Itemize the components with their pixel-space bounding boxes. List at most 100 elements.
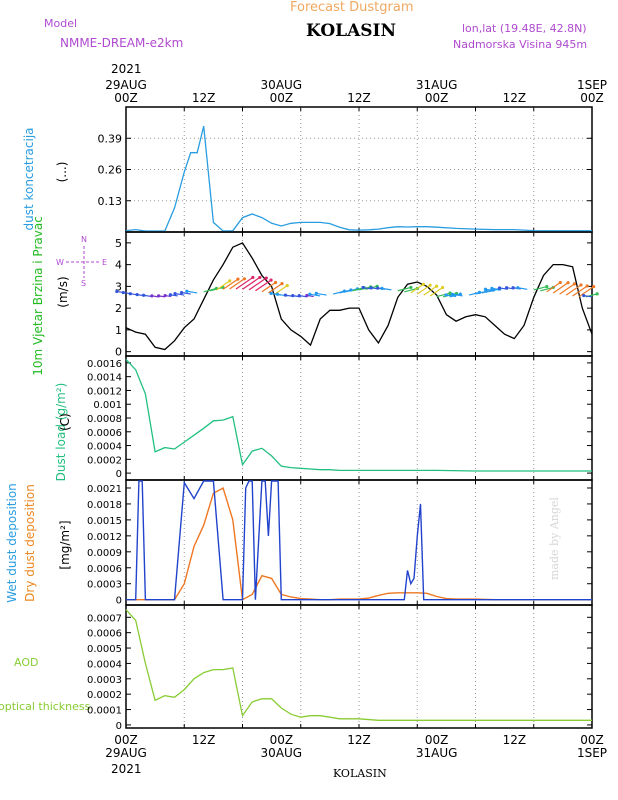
ytick-label-dep: 0.0009 [87, 548, 122, 559]
model-name: NMME-DREAM-e2km [60, 36, 184, 50]
wind-arrow-head [291, 293, 295, 298]
wind-arrow [540, 286, 554, 292]
wind-arrow-head [369, 286, 373, 290]
ytick-label-dep: 0.0021 [87, 484, 122, 495]
wind-arrow [209, 286, 224, 292]
wind-arrow-head [269, 291, 273, 296]
lonlat-label: lon,lat (19.48E, 42.8N) [462, 22, 587, 35]
ytick-label-wind: 2 [115, 302, 122, 315]
wind-arrow-head [421, 282, 426, 286]
ytick-label-load: 0.001 [93, 400, 122, 411]
ytick-label-dep: 0.0006 [87, 564, 122, 575]
wind-arrow-head [141, 293, 146, 297]
wind-arrow-head [150, 294, 154, 298]
series-line-conc [125, 126, 592, 232]
ytick-label-aod: 0.0001 [87, 706, 122, 717]
xaxis-bottom-label: 00Z [580, 733, 604, 747]
ytick-label-dep: 0 [116, 596, 122, 607]
ytick-label-load: 0.0014 [87, 373, 122, 384]
compass-w: W [56, 258, 64, 267]
ytick-label-aod: 0 [116, 721, 122, 732]
aod-label: AOD [14, 656, 39, 669]
wind-arrow-head [280, 282, 284, 286]
wind-arrow-head [173, 292, 177, 296]
wind-arrow-head [440, 285, 445, 290]
wind-arrow-head [497, 286, 502, 290]
xaxis-top-label: 30AUG [261, 78, 303, 92]
wind-arrow [186, 290, 198, 294]
wind-arrow [533, 285, 547, 291]
wind-arrow [423, 285, 437, 296]
wind-arrow-head [490, 286, 494, 290]
wind-arrow-head [258, 275, 262, 280]
wind-arrow [235, 276, 254, 290]
ytick-label-aod: 0.0004 [87, 659, 122, 670]
wind-arrow [248, 277, 267, 291]
xaxis-top-label: 00Z [114, 91, 138, 105]
xaxis-bottom-label: 00Z [270, 733, 294, 747]
ytick-label-load: 0 [116, 469, 122, 480]
ytick-label-wind: 0 [115, 346, 122, 359]
wind-arrow-head [297, 293, 301, 298]
wind-arrow-head [545, 284, 549, 289]
series-line-load [125, 358, 592, 472]
wind-arrow-head [269, 278, 273, 282]
xaxis-bottom-label: 00Z [114, 733, 138, 747]
ytick-label-dep: 0.0015 [87, 516, 122, 527]
wind-arrow [445, 294, 457, 298]
xaxis-top-label: 00Z [425, 91, 449, 105]
ytick-label-conc: 0.26 [98, 164, 123, 177]
year-top: 2021 [111, 62, 142, 76]
station-title: KOLASIN [306, 21, 397, 41]
xaxis-top-label: 00Z [580, 91, 604, 105]
xaxis-bottom-label: 29AUG [105, 746, 147, 760]
ytick-label-wind: 3 [115, 280, 122, 293]
wind-arrow [404, 287, 418, 293]
wind-arrow [397, 286, 412, 292]
wind-arrow-head [179, 290, 184, 295]
year-bottom: 2021 [111, 762, 142, 776]
ytick-label-aod: 0.0003 [87, 675, 122, 686]
model-label: Model [44, 17, 78, 30]
ytick-label-load: 0.0006 [87, 428, 122, 439]
wind-arrow-head [450, 292, 455, 296]
wind-arrow-head [511, 286, 515, 290]
wind-arrow [436, 292, 451, 298]
wind-arrow-head [285, 283, 289, 288]
compass-e: E [102, 258, 107, 267]
wind-arrow-head [361, 285, 365, 290]
wind-arrow-head [434, 284, 439, 288]
wind-arrow-head [228, 279, 232, 283]
xaxis-bottom-label: 30AUG [261, 746, 303, 760]
wind-arrow-head [275, 292, 280, 296]
wind-arrow-head [448, 291, 452, 295]
wind-arrow [578, 286, 595, 298]
wind-arrow [572, 285, 588, 297]
wind-arrow [222, 278, 239, 290]
wind-arrow-head [409, 285, 413, 290]
wind-arrow-head [380, 286, 384, 290]
wind-arrow-head [376, 286, 380, 290]
footer-station: KOLASIN [333, 767, 387, 780]
wind-arrow [565, 284, 582, 296]
xaxis-bottom-label: 1SEP [577, 746, 607, 760]
ytick-label-wind: 4 [115, 259, 122, 272]
wind-arrow-head [128, 292, 132, 296]
wind-arrow-head [579, 283, 583, 287]
series-line-wind [125, 242, 593, 351]
wind-arrow [216, 280, 231, 291]
aod-sublabel: optical thickness [0, 700, 91, 713]
ytick-label-load: 0.0002 [87, 455, 122, 466]
wind-arrow [546, 282, 561, 293]
wind-arrow [449, 293, 461, 298]
wind-arrow [429, 286, 443, 297]
wind-arrow [309, 293, 321, 297]
ytick-label-aod: 0.0002 [87, 690, 122, 701]
xaxis-top-label: 12Z [347, 91, 371, 105]
ytick-label-conc: 0.13 [98, 195, 123, 208]
xaxis-top-label: 29AUG [105, 78, 147, 92]
xaxis-top-label: 12Z [192, 91, 216, 105]
xaxis-bottom-label: 31AUG [416, 746, 458, 760]
ytick-label-wind: 1 [115, 324, 122, 337]
